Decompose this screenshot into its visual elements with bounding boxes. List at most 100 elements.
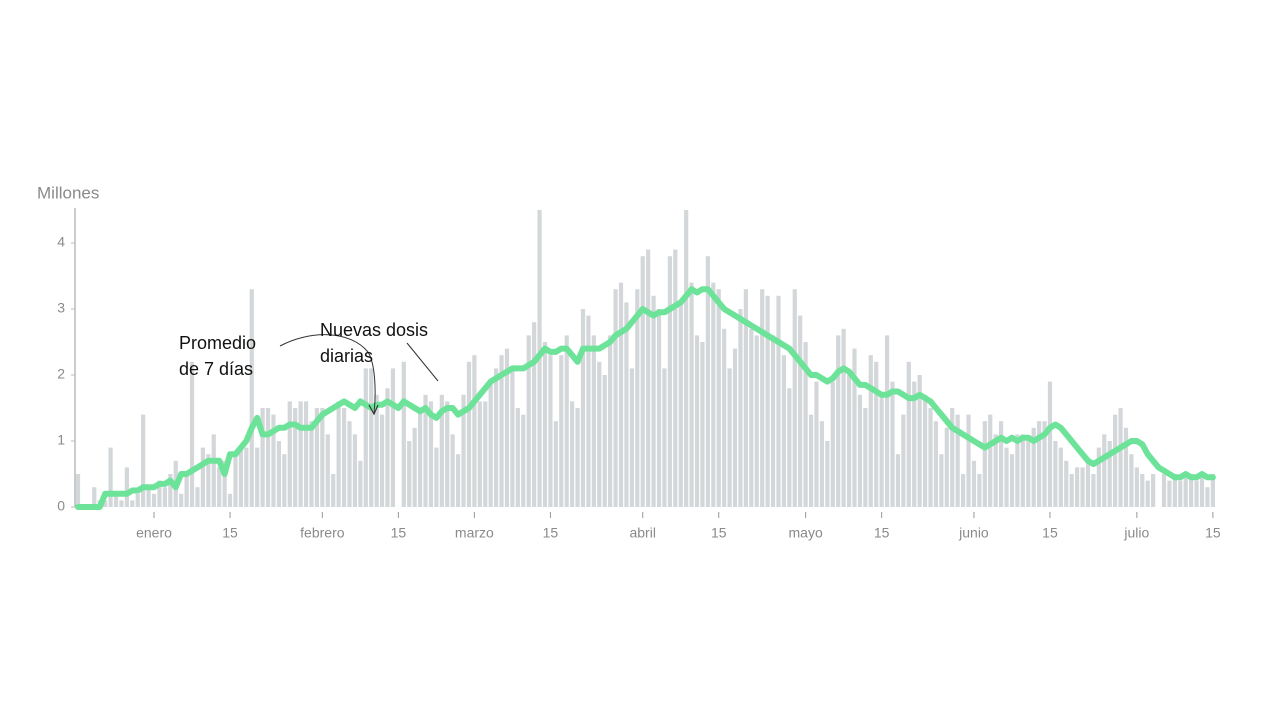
bar <box>341 408 347 507</box>
bar <box>781 355 786 507</box>
bar <box>608 335 613 507</box>
bar <box>532 322 537 507</box>
bar <box>526 335 531 507</box>
bar <box>966 414 971 507</box>
bar <box>499 355 504 507</box>
x-tick-label: marzo <box>455 525 494 541</box>
bar <box>184 474 189 507</box>
bar <box>423 394 428 507</box>
bar <box>374 394 379 507</box>
bar <box>439 394 444 507</box>
bar <box>1189 474 1194 507</box>
bar <box>694 335 700 507</box>
bar <box>483 401 488 507</box>
bar <box>667 256 672 507</box>
y-tick-label: 2 <box>57 366 65 382</box>
bar <box>1037 421 1042 507</box>
y-tick-label: 3 <box>57 300 65 316</box>
bar <box>1151 474 1156 507</box>
bar <box>906 361 911 507</box>
bar <box>1194 480 1199 507</box>
bar <box>1058 447 1063 507</box>
bar <box>950 408 955 507</box>
bar <box>993 434 998 507</box>
bar <box>238 447 243 507</box>
bar <box>466 361 472 507</box>
bar <box>825 441 830 507</box>
bar <box>814 381 819 507</box>
bar <box>770 335 776 507</box>
bar <box>999 421 1004 507</box>
bar <box>960 474 966 507</box>
bar <box>852 348 857 507</box>
bar <box>303 401 309 507</box>
annotation-line <box>406 342 439 382</box>
bar <box>808 414 814 507</box>
bar <box>732 348 738 507</box>
y-tick-label: 0 <box>57 498 65 514</box>
bar <box>265 408 271 507</box>
bar <box>1026 441 1031 507</box>
bar <box>450 434 455 507</box>
bar <box>434 447 439 507</box>
bar <box>743 289 748 507</box>
bar <box>776 295 781 507</box>
bar <box>407 441 412 507</box>
bar <box>890 381 895 507</box>
bar <box>276 441 282 507</box>
bar <box>819 421 825 507</box>
bar <box>135 493 140 507</box>
bar <box>217 467 222 507</box>
bar <box>445 401 450 507</box>
bar <box>103 500 108 507</box>
bar <box>646 249 651 507</box>
bar <box>325 434 330 507</box>
average-line <box>75 286 1216 510</box>
x-tick-label: 15 <box>391 525 407 541</box>
bar <box>624 302 629 507</box>
bar <box>1053 441 1058 507</box>
bar <box>227 493 233 507</box>
bar <box>92 487 97 507</box>
bar <box>640 256 645 507</box>
bar <box>716 289 721 507</box>
bar <box>787 388 792 507</box>
x-tick-label: 15 <box>1042 525 1058 541</box>
bar <box>879 394 884 507</box>
plot: 0 1 2 3 4 enero 15 febrero 15 marzo 15 abril 15 mayo 1… <box>57 210 1221 541</box>
bar <box>206 454 211 507</box>
bar <box>727 368 732 507</box>
bar <box>700 342 705 507</box>
bar <box>271 414 276 507</box>
bar <box>1118 408 1123 507</box>
y-axis-label: Millones <box>37 183 99 202</box>
bar <box>901 414 906 507</box>
bar <box>1199 474 1205 507</box>
bar <box>1140 474 1145 507</box>
bar <box>1205 487 1210 507</box>
bar <box>1085 460 1091 507</box>
bar <box>1009 454 1015 507</box>
bar <box>331 474 336 507</box>
bar <box>352 434 358 507</box>
bar <box>1047 381 1053 507</box>
bar <box>1075 467 1080 507</box>
bar <box>157 480 162 507</box>
bar <box>597 361 602 507</box>
bar <box>1113 414 1118 507</box>
bar <box>1031 427 1036 507</box>
bar <box>982 421 987 507</box>
x-tick-label: 15 <box>874 525 890 541</box>
y-tick-label: 1 <box>57 432 65 448</box>
bar <box>933 421 939 507</box>
bar <box>1015 434 1020 507</box>
annotation: diarias <box>320 346 373 366</box>
bar <box>113 493 119 507</box>
bar <box>504 348 510 507</box>
bar <box>1107 441 1112 507</box>
bar <box>124 467 129 507</box>
bar <box>379 414 385 507</box>
bar <box>830 381 835 507</box>
bar <box>722 328 727 507</box>
bar <box>363 368 368 507</box>
